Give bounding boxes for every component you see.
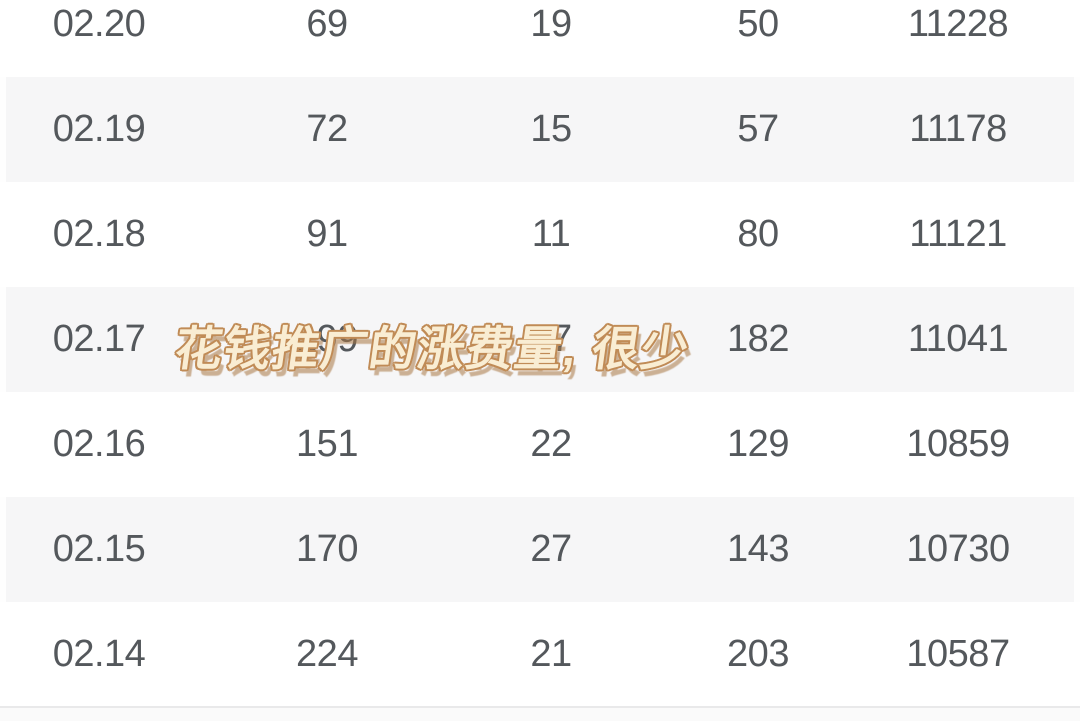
cell-value: 11178 xyxy=(909,108,1007,150)
table-row: 02.16 151 22 129 10859 xyxy=(0,392,1080,497)
cell-date: 02.17 xyxy=(52,318,146,360)
cell-value: 143 xyxy=(727,528,789,570)
cell-value: 15 xyxy=(530,108,572,150)
cell-date: 02.16 xyxy=(52,423,146,465)
cell-value: 72 xyxy=(306,108,348,150)
cell-value: 10730 xyxy=(906,528,1010,570)
cell-value: 203 xyxy=(727,633,789,675)
cell-value: 80 xyxy=(737,213,779,255)
cell-value: 50 xyxy=(737,3,779,45)
cell-value: 11228 xyxy=(907,3,1009,45)
cell-value: 17 xyxy=(530,318,572,360)
cell-date: 02.20 xyxy=(52,3,146,45)
table-row: 02.15 170 27 143 10730 xyxy=(0,497,1080,602)
cell-value: 199 xyxy=(296,318,358,360)
table-row: 02.19 72 15 57 11178 xyxy=(0,77,1080,182)
cell-date: 02.19 xyxy=(52,108,146,150)
cell-value: 129 xyxy=(727,423,789,465)
cell-value: 10859 xyxy=(906,423,1010,465)
cell-value: 21 xyxy=(530,633,572,675)
cell-date: 02.14 xyxy=(52,633,146,675)
cell-value: 10587 xyxy=(906,633,1010,675)
cell-value: 57 xyxy=(737,108,779,150)
cell-value: 27 xyxy=(530,528,572,570)
cell-value: 91 xyxy=(306,213,348,255)
cell-value: 224 xyxy=(296,633,358,675)
cell-value: 22 xyxy=(530,423,572,465)
right-page-margin xyxy=(1074,0,1080,721)
cell-value: 69 xyxy=(306,3,348,45)
cell-value: 151 xyxy=(296,423,358,465)
table-row: 02.17 199 17 182 11041 xyxy=(0,287,1080,392)
table-row: 02.14 224 21 203 10587 xyxy=(0,602,1080,707)
bottom-divider xyxy=(0,706,1080,708)
cell-value: 11041 xyxy=(907,318,1009,360)
watermark-text: 花钱推广的涨费量, 很少 xyxy=(171,322,694,375)
cell-date: 02.15 xyxy=(52,528,146,570)
cell-value: 11 xyxy=(531,213,571,255)
table-row: 02.18 91 11 80 11121 xyxy=(0,182,1080,287)
cell-date: 02.18 xyxy=(52,213,146,255)
cell-value: 182 xyxy=(727,318,789,360)
cell-value: 170 xyxy=(296,528,358,570)
table-row: 02.20 69 19 50 11228 xyxy=(0,0,1080,77)
cell-value: 11121 xyxy=(909,213,1007,255)
footer-background xyxy=(0,708,1080,721)
left-page-margin xyxy=(0,0,6,721)
cell-value: 19 xyxy=(530,3,572,45)
